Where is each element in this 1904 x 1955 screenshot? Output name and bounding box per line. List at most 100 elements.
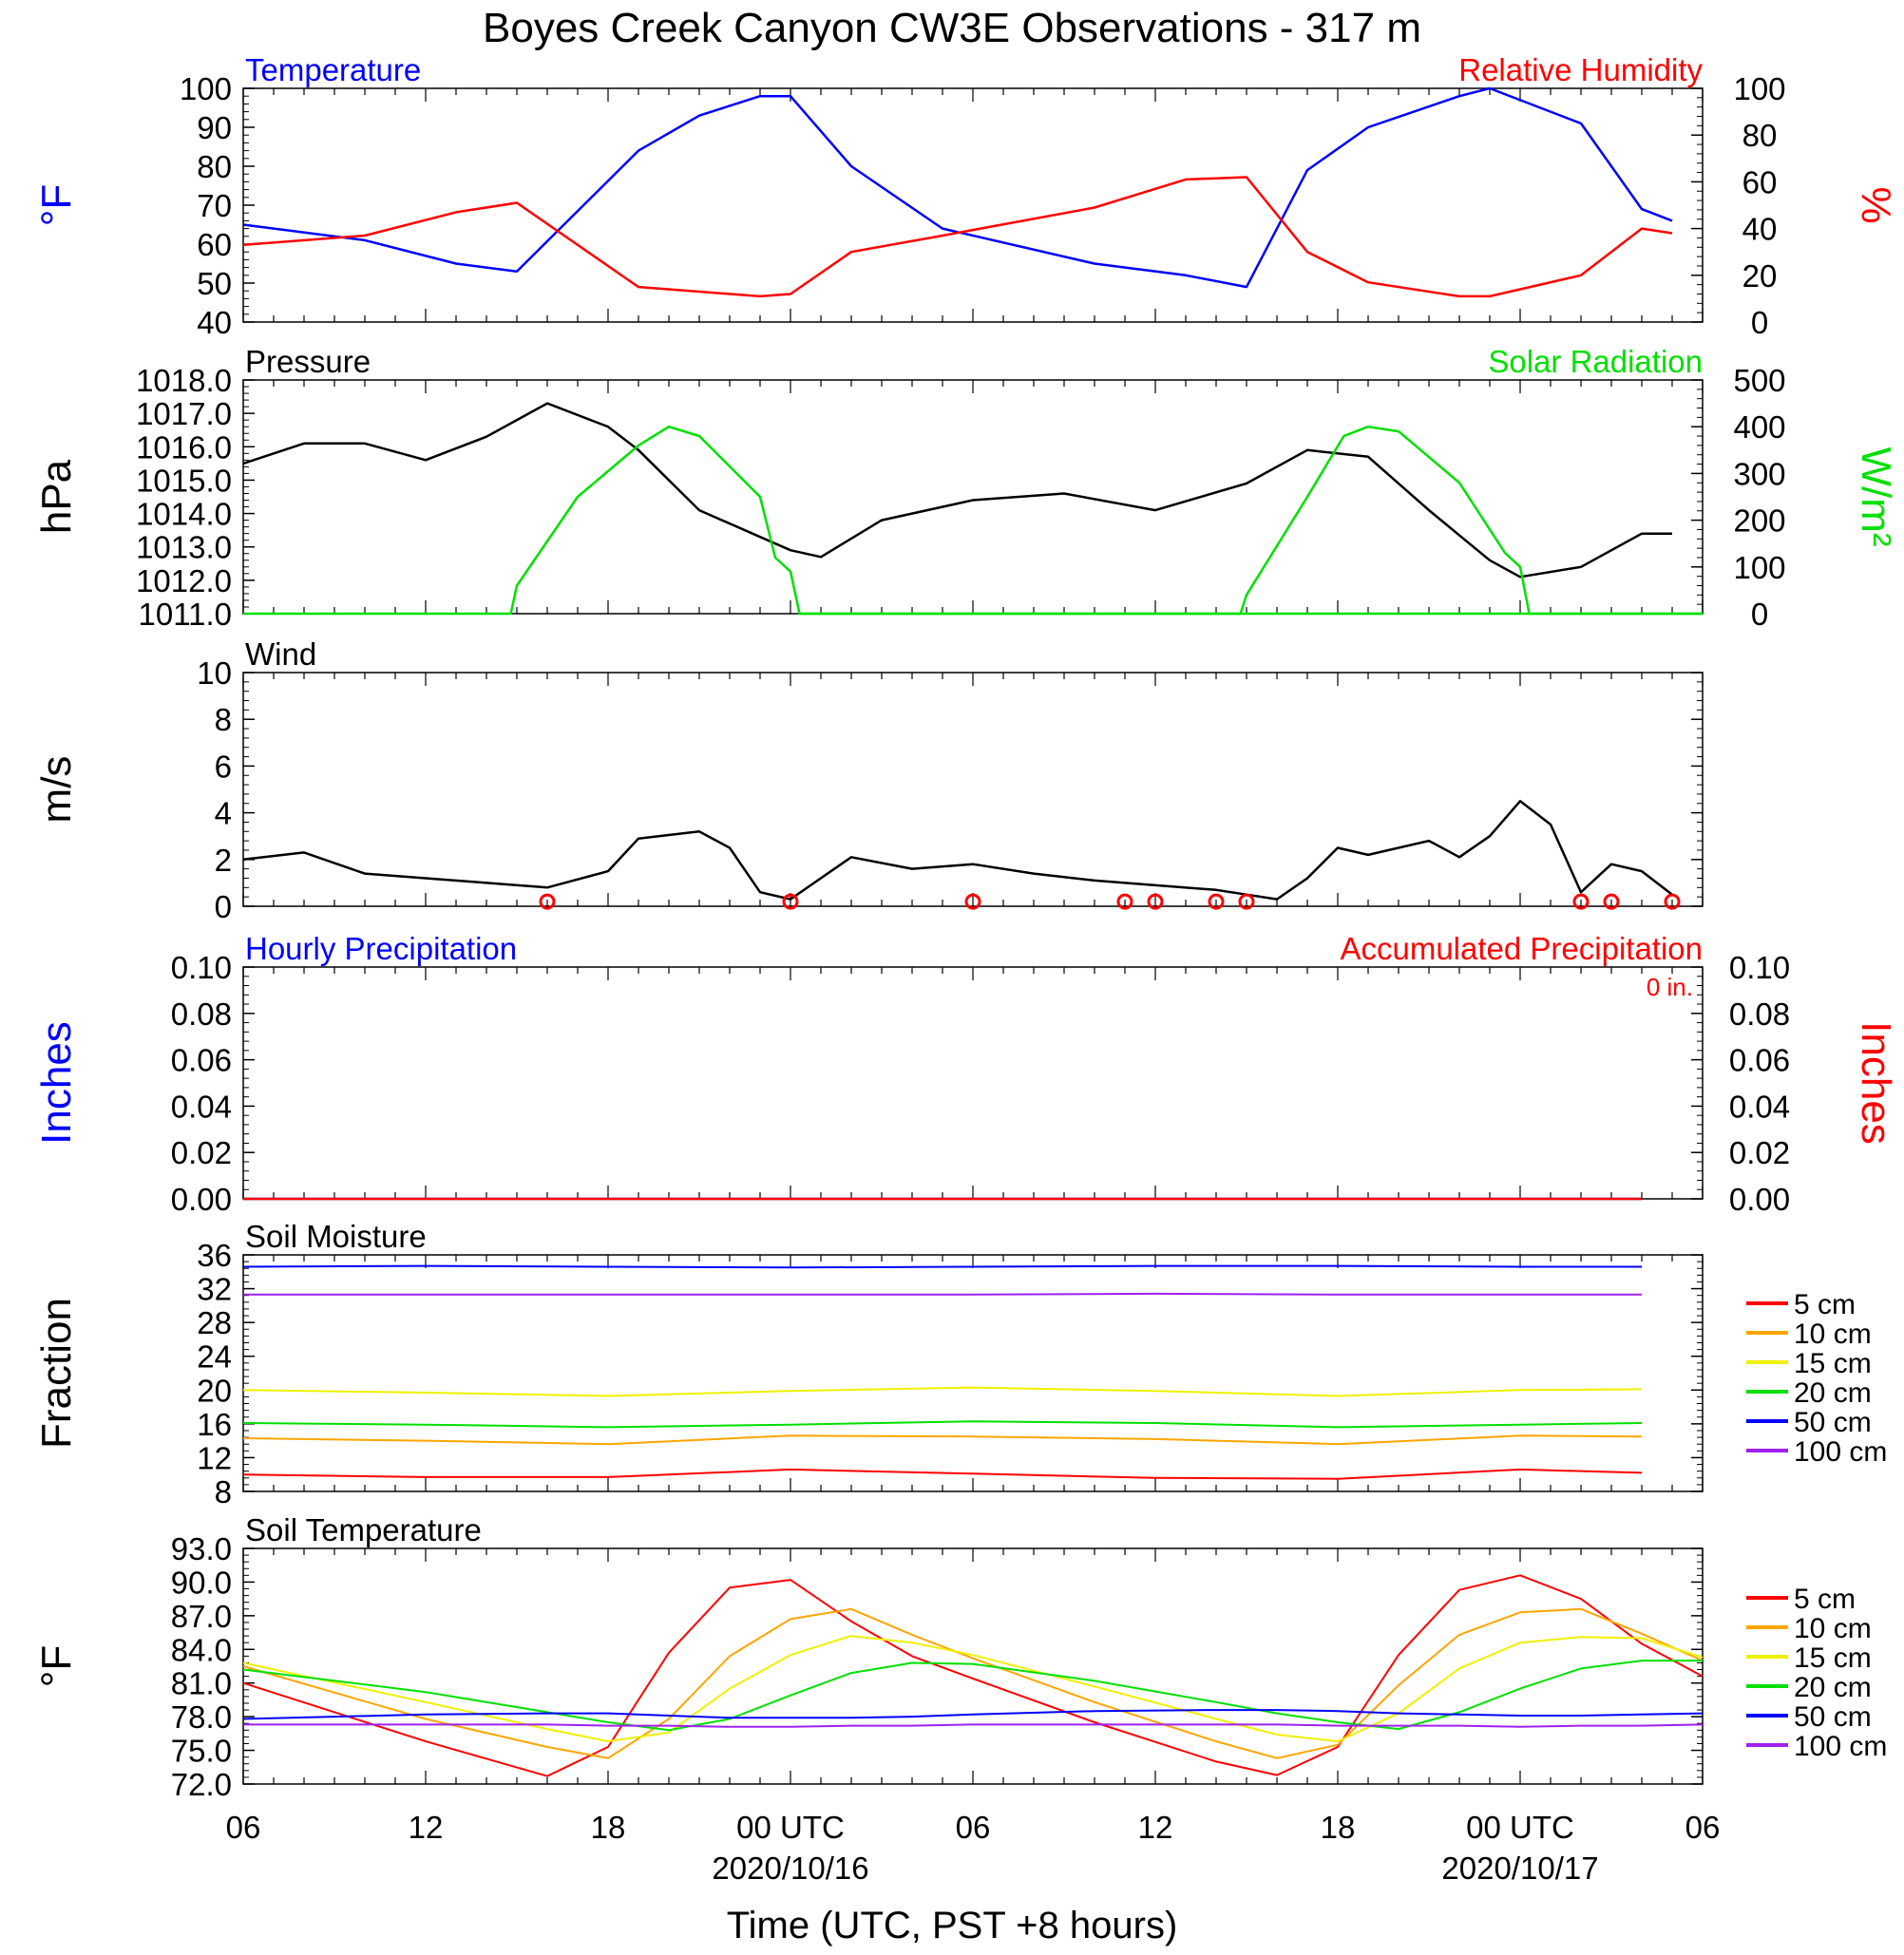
x-tick-label: 00 UTC — [1466, 1810, 1574, 1845]
pressure_solar-series-solar-radiation-1 — [243, 425, 1703, 616]
temp_rh-ytick-label-right: 40 — [1742, 212, 1778, 247]
soil_temp-ytick-label-left: 84.0 — [171, 1632, 232, 1667]
soil_moisture-legend-label: 10 cm — [1794, 1319, 1872, 1350]
wind-ylabel-left: m/s — [33, 756, 80, 824]
panel-wind: 0 2 4 6 8 10 Wind m/s — [33, 636, 1704, 924]
pressure_solar-series-pressure-0 — [242, 402, 1672, 579]
accumulated-total-label: 0 in. — [1647, 973, 1693, 1001]
pressure_solar-ytick-label-left: 1017.0 — [136, 396, 232, 431]
temp_rh-ytick-label-left: 80 — [197, 149, 232, 184]
pressure-title: Pressure — [245, 344, 371, 379]
wind-ytick-label-left: 2 — [215, 843, 232, 878]
soil_temp-ytick-label-left: 78.0 — [171, 1699, 232, 1735]
temp_rh-series-relative-humidity-1 — [242, 176, 1673, 298]
calm-wind-marker — [782, 893, 799, 910]
pressure_solar-ytick-label-left: 1012.0 — [136, 563, 232, 598]
soil_temp-ytick-label-left: 87.0 — [171, 1599, 232, 1634]
precip-ytick-label-right: 0.02 — [1729, 1135, 1790, 1170]
soil_moisture-ytick-label-left: 24 — [197, 1339, 232, 1375]
soil_temp-ytick-label-left: 72.0 — [171, 1767, 232, 1802]
pressure_solar-frame — [242, 379, 1704, 615]
relative-humidity-title: Relative Humidity — [1458, 52, 1703, 87]
precip-ytick-label-left: 0.06 — [171, 1043, 232, 1078]
temp_rh-ylabel-right: % — [1853, 186, 1899, 223]
calm-wind-marker — [964, 893, 981, 910]
soil_temp-legend-label: 15 cm — [1794, 1642, 1872, 1674]
temp_rh-ytick-label-right: 20 — [1742, 258, 1778, 294]
soil_moisture-legend-label: 20 cm — [1794, 1377, 1872, 1409]
pressure_solar-ytick-label-right: 100 — [1733, 550, 1785, 585]
soil_moisture-ytick-label-left: 36 — [197, 1238, 232, 1273]
precip-ytick-label-right: 0.08 — [1729, 996, 1790, 1032]
calm-wind-marker — [1116, 893, 1133, 910]
precip-frame — [242, 966, 1704, 1200]
temp_rh-ytick-label-left: 60 — [197, 227, 232, 262]
soil_temp-legend-label: 5 cm — [1794, 1584, 1856, 1615]
pressure_solar-ytick-label-left: 1015.0 — [136, 463, 232, 498]
wind-series-wind-speed-0 — [242, 800, 1673, 901]
soil_moisture-ytick-label-left: 20 — [197, 1373, 232, 1408]
wind-ytick-label-left: 8 — [215, 702, 232, 737]
temp_rh-ytick-label-left: 70 — [197, 188, 232, 223]
soil_moisture-legend-label: 50 cm — [1794, 1407, 1872, 1438]
soil-temperature-title: Soil Temperature — [245, 1512, 482, 1547]
soil_temp-series-100-cm-5 — [243, 1723, 1704, 1728]
panel-soil_temp: 72.075.078.081.084.087.090.093.0 Soil Tem… — [33, 1512, 1887, 1802]
soil_moisture-series-5-cm-0 — [242, 1468, 1643, 1480]
soil-moisture-title: Soil Moisture — [245, 1219, 427, 1254]
panel-temp_rh: 40 50 60 70 80 90 100 0 20 40 60 80 100 Temperature Re… — [33, 52, 1899, 340]
soil_temp-legend-label: 20 cm — [1794, 1672, 1872, 1703]
soil_temp-series-20-cm-3 — [242, 1660, 1703, 1732]
temp_rh-ytick-label-right: 60 — [1742, 164, 1778, 199]
calm-wind-marker — [539, 893, 556, 910]
soil_moisture-ylabel-left: Fraction — [33, 1298, 80, 1449]
temp_rh-ylabel-left: °F — [33, 184, 80, 226]
x-tick-label: 00 UTC — [736, 1810, 845, 1845]
precip-ytick-label-left: 0.04 — [171, 1089, 232, 1124]
calm-wind-marker — [1238, 893, 1255, 910]
chart-title: Boyes Creek Canyon CW3E Observations - 3… — [483, 5, 1421, 51]
x-tick-label: 06 — [956, 1810, 991, 1845]
wind-title: Wind — [245, 636, 316, 672]
x-tick-label: 06 — [1685, 1810, 1721, 1845]
precip-ytick-label-left: 0.08 — [171, 996, 232, 1032]
soil_temp-series-50-cm-4 — [242, 1709, 1704, 1720]
pressure_solar-ylabel-left: hPa — [33, 459, 80, 534]
precip-ytick-label-right: 0.00 — [1729, 1182, 1790, 1217]
soil_moisture-ytick-label-left: 28 — [197, 1305, 232, 1340]
wind-ytick-label-left: 4 — [215, 796, 232, 831]
precip-ytick-label-left: 0.00 — [171, 1182, 232, 1217]
hourly-precipitation-title: Hourly Precipitation — [245, 931, 517, 966]
soil_temp-series-15-cm-2 — [242, 1635, 1704, 1743]
temperature-title: Temperature — [245, 52, 421, 87]
pressure_solar-ytick-label-right: 0 — [1751, 597, 1768, 632]
soil_moisture-series-10-cm-1 — [242, 1434, 1643, 1446]
x-tick-label: 12 — [409, 1810, 444, 1845]
pressure_solar-ylabel-right: W/m² — [1853, 446, 1899, 546]
precip-ytick-label-right: 0.06 — [1729, 1043, 1790, 1078]
precip-ytick-label-left: 0.02 — [171, 1135, 232, 1170]
wind-ytick-label-left: 0 — [215, 889, 232, 924]
soil_moisture-series-15-cm-2 — [242, 1386, 1643, 1397]
pressure_solar-ytick-label-left: 1013.0 — [136, 530, 232, 565]
soil_moisture-ytick-label-left: 12 — [197, 1440, 232, 1475]
precip-ytick-label-left: 0.10 — [171, 950, 232, 985]
wind-ytick-label-left: 6 — [215, 749, 232, 784]
x-tick-label: 12 — [1138, 1810, 1173, 1845]
pressure_solar-ytick-label-right: 400 — [1733, 409, 1785, 445]
temp_rh-ytick-label-left: 40 — [197, 305, 232, 340]
x-tick-label: 18 — [1321, 1810, 1356, 1845]
temp_rh-ytick-label-left: 90 — [197, 110, 232, 145]
pressure_solar-ytick-label-left: 1018.0 — [136, 363, 232, 398]
temp_rh-ytick-label-right: 100 — [1733, 71, 1785, 106]
soil_moisture-ytick-label-left: 16 — [197, 1407, 232, 1442]
x-tick-label: 18 — [591, 1810, 626, 1845]
soil_moisture-frame — [242, 1254, 1704, 1492]
wind-frame — [242, 672, 1704, 907]
accumulated-precipitation-title: Accumulated Precipitation — [1340, 931, 1703, 966]
soil_temp-series-10-cm-1 — [242, 1607, 1704, 1759]
pressure_solar-ytick-label-left: 1014.0 — [136, 497, 232, 532]
time-axis: 06 12 18 00 UTC 2020/10/16 06 12 18 00 UTC 2020/1… — [226, 1810, 1721, 1886]
